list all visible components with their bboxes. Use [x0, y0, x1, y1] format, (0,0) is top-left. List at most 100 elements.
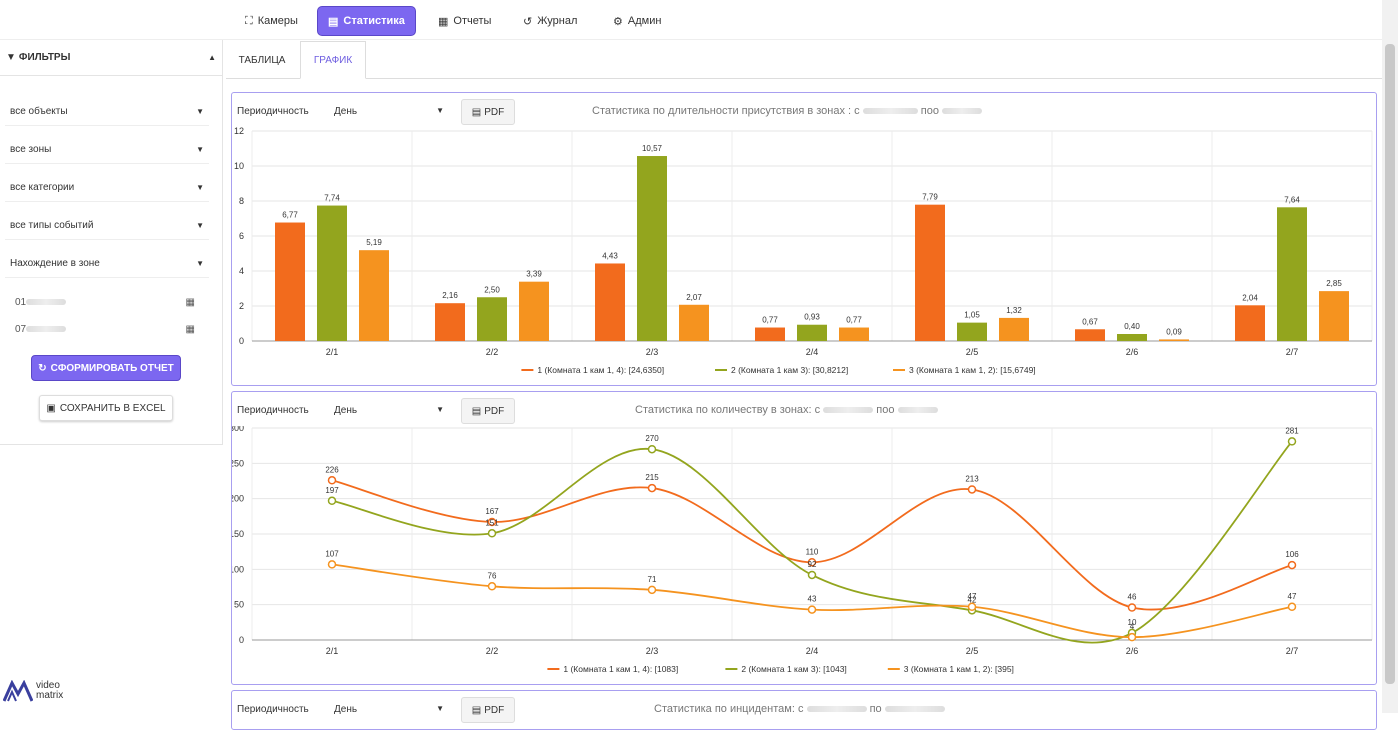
y-tick-label: 0: [239, 336, 244, 346]
period-select[interactable]: День ▼: [334, 704, 444, 715]
objects-select[interactable]: все объекты ▼: [5, 98, 209, 126]
date-from-field[interactable]: 01 ▦: [5, 290, 205, 314]
data-label: 92: [808, 560, 817, 569]
data-label: 2,07: [686, 293, 702, 302]
videomatrix-logo: video matrix: [3, 680, 63, 702]
data-label: 4: [1130, 622, 1135, 631]
chart-title: Статистика по длительности присутствия в…: [592, 105, 983, 117]
nav-tab-label: Админ: [627, 15, 662, 27]
pdf-button[interactable]: ▤ PDF: [461, 697, 515, 723]
legend-label: 3 (Комната 1 кам 1, 2): [15,6749]: [909, 365, 1036, 375]
x-tick-label: 2/2: [486, 347, 499, 357]
data-label: 0,67: [1082, 317, 1098, 326]
pdf-button[interactable]: ▤ PDF: [461, 99, 515, 125]
categories-select[interactable]: все категории ▼: [5, 174, 209, 202]
nav-tab-cameras[interactable]: ⛶ Камеры: [235, 6, 308, 36]
y-tick-label: 6: [239, 231, 244, 241]
data-label: 6,77: [282, 211, 298, 220]
calendar-icon[interactable]: ▦: [185, 296, 195, 308]
date-from-value: 01: [15, 296, 27, 308]
scrollbar-thumb[interactable]: [1385, 44, 1395, 684]
count-chart-panel: Периодичность День ▼ ▤ PDF Статистика по…: [231, 391, 1377, 685]
data-point: [327, 496, 337, 506]
x-tick-label: 2/5: [966, 646, 979, 656]
data-label: 167: [485, 507, 499, 516]
x-tick-label: 2/6: [1126, 646, 1139, 656]
legend-label: 2 (Комната 1 кам 3): [30,8212]: [731, 365, 848, 375]
bar: [1075, 329, 1105, 341]
calendar-icon[interactable]: ▦: [185, 323, 195, 335]
count-line-chart: 0 50 100 150 200 250 300 2/1 2/2 2/3 2/4 2/5 2/6 2/7 2…: [232, 426, 1373, 674]
data-point: [327, 560, 337, 569]
y-tick-label: 200: [232, 494, 244, 504]
data-label: 3,39: [526, 270, 542, 279]
data-point: [807, 558, 817, 567]
legend-label: 1 (Комната 1 кам 1, 4): [24,6350]: [537, 365, 664, 375]
data-label: 2,04: [1242, 293, 1258, 302]
data-point: [647, 444, 657, 454]
zones-select[interactable]: все зоны ▼: [5, 136, 209, 164]
y-tick-label: 250: [232, 458, 244, 468]
bar: [755, 327, 785, 341]
y-tick-label: 0: [239, 635, 244, 645]
data-point: [1127, 632, 1137, 642]
x-tick-label: 2/3: [646, 347, 659, 357]
nav-tab-admin[interactable]: ⚙ Админ: [603, 6, 671, 36]
bar: [679, 304, 709, 341]
x-tick-label: 2/3: [646, 646, 659, 656]
data-label: 7,79: [922, 193, 938, 202]
date-to-field[interactable]: 07 ▦: [5, 317, 205, 341]
legend-label: 1 (Комната 1 кам 1, 4): [1083]: [563, 664, 678, 674]
data-point: [807, 570, 817, 580]
x-tick-label: 2/4: [806, 347, 819, 357]
pdf-button[interactable]: ▤ PDF: [461, 398, 515, 424]
nav-tab-journal[interactable]: ↺ Журнал: [513, 6, 587, 36]
caret-down-icon: ▼: [436, 704, 444, 713]
data-label: 43: [808, 595, 817, 604]
tab-graph[interactable]: ГРАФИК: [300, 41, 366, 79]
event-types-select[interactable]: все типы событий ▼: [5, 212, 209, 240]
save-excel-button[interactable]: ▣ СОХРАНИТЬ В EXCEL: [39, 395, 173, 421]
data-label: 76: [488, 571, 497, 580]
nav-tab-reports[interactable]: ▦ Отчеты: [428, 6, 501, 36]
refresh-icon: ↻: [38, 362, 47, 374]
data-label: 0,40: [1124, 322, 1140, 331]
period-label: Периодичность: [237, 405, 309, 416]
y-tick-label: 8: [239, 196, 244, 206]
data-label: 281: [1285, 426, 1299, 435]
period-select[interactable]: День ▼: [334, 405, 444, 416]
excel-file-icon: ▣: [46, 402, 56, 414]
select-value: все категории: [10, 182, 75, 193]
x-tick-label: 2/5: [966, 347, 979, 357]
y-tick-label: 12: [234, 127, 244, 136]
data-point: [967, 485, 977, 494]
tab-table[interactable]: ТАБЛИЦА: [226, 41, 298, 79]
bar: [435, 303, 465, 341]
zone-presence-select[interactable]: Нахождение в зоне ▼: [5, 250, 209, 278]
y-tick-label: 300: [232, 426, 244, 433]
x-tick-label: 2/7: [1286, 646, 1299, 656]
pdf-label: PDF: [484, 704, 505, 716]
data-label: 46: [1128, 592, 1137, 601]
legend-label: 2 (Комната 1 кам 3): [1043]: [741, 664, 846, 674]
page-scrollbar[interactable]: [1382, 0, 1398, 713]
period-select[interactable]: День ▼: [334, 106, 444, 117]
filters-header[interactable]: ▼ ФИЛЬТРЫ ▲: [0, 40, 222, 76]
y-tick-label: 4: [239, 266, 244, 276]
data-point: [1287, 602, 1297, 612]
bar: [1319, 291, 1349, 341]
data-label: 0,93: [804, 313, 820, 322]
generate-report-button[interactable]: ↻ СФОРМИРОВАТЬ ОТЧЕТ: [31, 355, 181, 381]
collapse-caret-icon[interactable]: ▲: [208, 53, 216, 62]
data-point: [967, 602, 977, 612]
data-label: 226: [325, 465, 339, 474]
pdf-label: PDF: [484, 405, 505, 417]
period-value: День: [334, 405, 358, 416]
x-tick-label: 2/4: [806, 646, 819, 656]
x-tick-label: 2/1: [326, 347, 339, 357]
filters-title: ФИЛЬТРЫ: [18, 52, 71, 63]
data-point: [487, 529, 497, 538]
report-icon: ▦: [438, 15, 449, 28]
nav-tab-statistics[interactable]: ▤ Статистика: [317, 6, 416, 36]
pdf-icon: ▤: [471, 704, 482, 716]
